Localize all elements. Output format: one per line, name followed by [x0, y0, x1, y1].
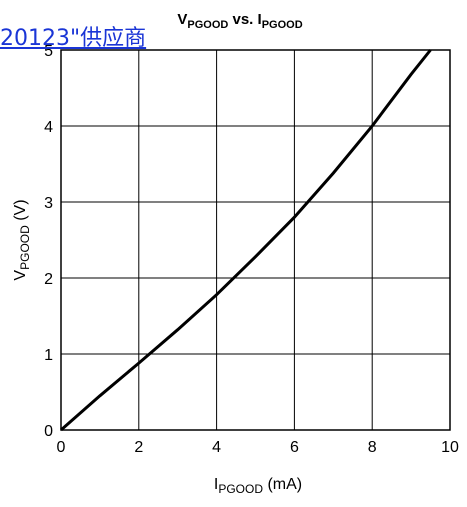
ylabel-main: V [12, 270, 29, 281]
title-i-sub: PGOOD [262, 19, 303, 31]
x-tick-label-3: 6 [290, 439, 299, 456]
y-tick-label-5: 5 [44, 43, 53, 60]
title-v-sub: PGOOD [187, 19, 228, 31]
series-line [60, 49, 432, 432]
x-tick-label-0: 0 [57, 439, 66, 456]
x-tick-label-1: 2 [134, 439, 143, 456]
chart-title: VPGOOD vs. IPGOOD [177, 11, 302, 31]
y-tick-label-3: 3 [44, 195, 53, 212]
x-tick-label-5: 10 [441, 439, 459, 456]
grid-lines [60, 49, 451, 431]
y-axis-label: VPGOOD (V) [12, 199, 32, 280]
xlabel-rest: (mA) [263, 476, 302, 493]
x-tick-labels: 0 2 4 6 8 10 [57, 439, 459, 456]
x-tick-label-4: 8 [368, 439, 377, 456]
xlabel-main: I [214, 476, 218, 493]
title-mid: vs. I [228, 11, 261, 28]
y-tick-label-4: 4 [44, 119, 53, 136]
y-tick-labels: 0 1 2 3 4 5 [44, 43, 53, 440]
supplier-link[interactable]: 20123"供应商 [0, 26, 147, 51]
ylabel-sub: PGOOD [18, 225, 32, 270]
x-tick-label-2: 4 [212, 439, 221, 456]
x-axis-label: IPGOOD (mA) [214, 476, 302, 496]
y-tick-label-2: 2 [44, 271, 53, 288]
title-v: V [177, 11, 187, 28]
y-tick-label-0: 0 [44, 423, 53, 440]
y-tick-label-1: 1 [44, 347, 53, 364]
xlabel-sub: PGOOD [218, 482, 263, 496]
ylabel-rest: (V) [12, 199, 29, 225]
plot-frame [60, 49, 451, 431]
